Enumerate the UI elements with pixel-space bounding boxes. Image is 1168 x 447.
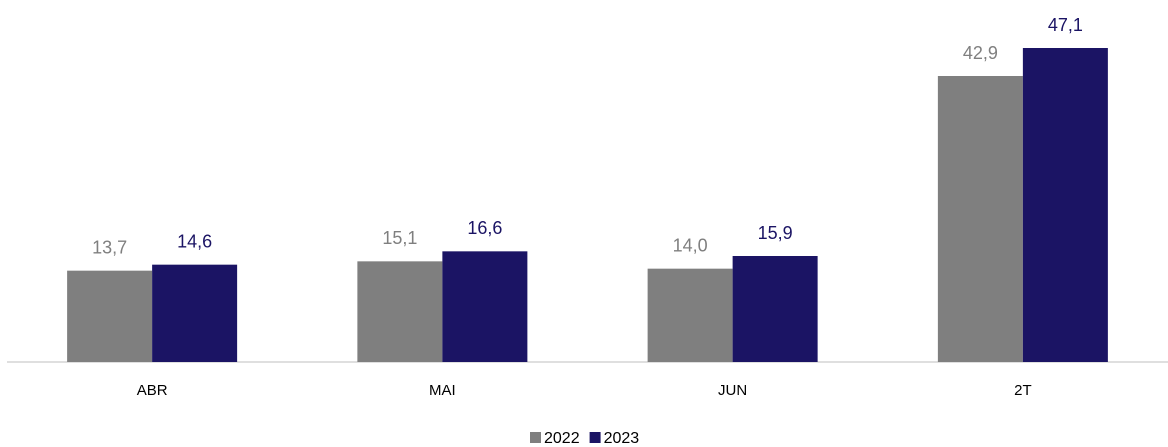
legend-swatch <box>589 432 601 443</box>
data-label: 15,9 <box>758 223 793 243</box>
data-label: 14,6 <box>177 231 212 251</box>
bar <box>357 261 443 362</box>
data-label: 14,0 <box>673 235 708 255</box>
bar <box>152 264 238 362</box>
data-label: 13,7 <box>92 237 127 257</box>
data-label: 15,1 <box>382 228 417 248</box>
x-tick-label: MAI <box>429 382 456 399</box>
bar <box>647 268 733 362</box>
x-tick-label: 2T <box>1014 382 1032 399</box>
legend-label: 2023 <box>604 430 640 447</box>
x-tick-label: ABR <box>137 382 168 399</box>
legend-swatch <box>530 432 541 443</box>
data-label: 16,6 <box>467 218 502 238</box>
bar <box>1022 48 1108 362</box>
bar <box>442 251 528 362</box>
bar <box>732 256 818 362</box>
data-label: 47,1 <box>1048 15 1083 35</box>
bar <box>937 76 1023 362</box>
data-label: 42,9 <box>963 43 998 63</box>
x-tick-label: JUN <box>718 382 747 399</box>
legend-label: 2022 <box>544 430 580 447</box>
bar <box>67 270 153 362</box>
